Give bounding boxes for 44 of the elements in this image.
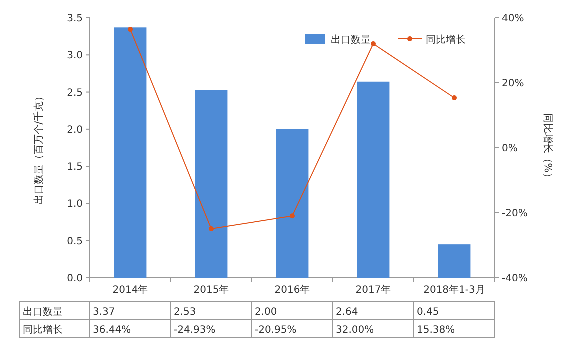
point — [290, 214, 295, 219]
data-label: -24.93% — [174, 325, 216, 336]
y2-axis-title: 同比增长（%） — [542, 113, 554, 183]
point — [371, 42, 376, 46]
y-tick-label: 3.5 — [67, 14, 83, 24]
legend-label: 同比增长 — [426, 34, 466, 46]
data-label: 2.53 — [174, 307, 196, 318]
y-tick-label: 2.5 — [67, 88, 83, 99]
point — [209, 226, 214, 232]
y-axis-title: 出口数量（百万个/千克） — [33, 91, 45, 205]
bar — [276, 129, 309, 278]
y-tick-label: 1.0 — [67, 199, 83, 210]
data-label: 2.64 — [336, 307, 358, 318]
x-tick-label: 2018年1-3月 — [424, 284, 486, 296]
bar — [114, 28, 147, 278]
y2-tick-label: 0% — [502, 144, 518, 154]
y-tick-label: 2.0 — [67, 124, 83, 136]
point — [128, 27, 133, 32]
data-label: 15.38% — [417, 325, 456, 336]
x-tick-label: 2016年 — [274, 284, 310, 296]
data-label: 2.00 — [255, 307, 278, 318]
y-tick-label: 1.5 — [67, 162, 83, 174]
x-tick-label: 2015年 — [194, 284, 230, 296]
y-tick-label: 3.0 — [67, 50, 83, 62]
y2-tick-label: 40% — [502, 14, 524, 24]
y-tick-label: 0.0 — [67, 274, 83, 284]
text: 同比增长 — [23, 325, 63, 336]
text: 出口数量 — [23, 307, 63, 318]
y2-tick-label: -20% — [502, 208, 528, 220]
bar — [357, 82, 390, 278]
data-label: 36.44% — [93, 325, 132, 336]
bar — [438, 244, 471, 278]
data-label: -20.95% — [255, 325, 297, 336]
legend-label: 出口数量 — [331, 34, 371, 46]
bar — [195, 90, 228, 278]
x-tick-label: 2017年 — [356, 284, 392, 296]
y2-tick-label: -40% — [502, 274, 528, 284]
data-label: 0.45 — [417, 307, 440, 318]
x-tick-label: 2014年 — [112, 284, 148, 296]
data-label: 3.37 — [93, 307, 116, 318]
data-label: 32.00% — [336, 325, 374, 336]
point — [452, 96, 457, 101]
y-tick-label: 0.5 — [67, 236, 83, 248]
y2-tick-label: 20% — [502, 78, 524, 90]
